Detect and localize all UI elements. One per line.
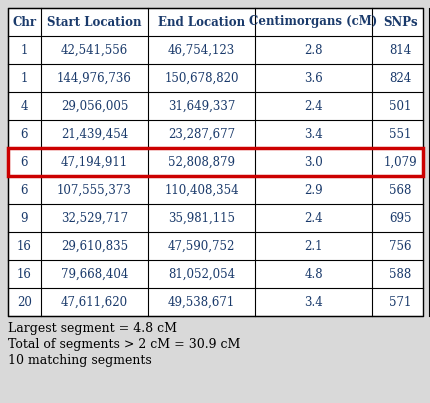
- Text: Total of segments > 2 cM = 30.9 cM: Total of segments > 2 cM = 30.9 cM: [8, 338, 240, 351]
- Text: 6: 6: [21, 156, 28, 168]
- Text: 107,555,373: 107,555,373: [57, 183, 132, 197]
- Text: 47,194,911: 47,194,911: [61, 156, 128, 168]
- Text: 2.4: 2.4: [304, 212, 322, 224]
- Text: 2.8: 2.8: [304, 44, 322, 56]
- Text: SNPs: SNPs: [382, 15, 417, 29]
- Text: 6: 6: [21, 127, 28, 141]
- Text: 16: 16: [17, 268, 32, 280]
- Text: 2.9: 2.9: [304, 183, 322, 197]
- Text: 9: 9: [21, 212, 28, 224]
- Text: 29,610,835: 29,610,835: [61, 239, 128, 253]
- Text: 79,668,404: 79,668,404: [61, 268, 128, 280]
- Text: 81,052,054: 81,052,054: [168, 268, 234, 280]
- Text: 695: 695: [388, 212, 411, 224]
- Text: 4.8: 4.8: [304, 268, 322, 280]
- Text: Largest segment = 4.8 cM: Largest segment = 4.8 cM: [8, 322, 177, 335]
- Text: 32,529,717: 32,529,717: [61, 212, 128, 224]
- Text: 42,541,556: 42,541,556: [61, 44, 128, 56]
- Text: 3.4: 3.4: [304, 295, 322, 309]
- Text: 1: 1: [21, 71, 28, 85]
- Text: Chr: Chr: [12, 15, 37, 29]
- Text: Centimorgans (cM): Centimorgans (cM): [249, 15, 377, 29]
- Text: 31,649,337: 31,649,337: [167, 100, 235, 112]
- Text: 110,408,354: 110,408,354: [164, 183, 238, 197]
- Text: 46,754,123: 46,754,123: [168, 44, 235, 56]
- Text: 35,981,115: 35,981,115: [168, 212, 234, 224]
- Text: 150,678,820: 150,678,820: [164, 71, 238, 85]
- Text: 3.4: 3.4: [304, 127, 322, 141]
- Text: 49,538,671: 49,538,671: [168, 295, 235, 309]
- Text: 6: 6: [21, 183, 28, 197]
- Text: 21,439,454: 21,439,454: [61, 127, 128, 141]
- Text: 588: 588: [388, 268, 411, 280]
- Text: 10 matching segments: 10 matching segments: [8, 354, 151, 367]
- Text: 52,808,879: 52,808,879: [168, 156, 234, 168]
- Text: End Location: End Location: [157, 15, 245, 29]
- Text: 1: 1: [21, 44, 28, 56]
- Text: 2.1: 2.1: [304, 239, 322, 253]
- Text: 824: 824: [388, 71, 411, 85]
- Text: 47,611,620: 47,611,620: [61, 295, 128, 309]
- Text: Start Location: Start Location: [47, 15, 141, 29]
- Text: 29,056,005: 29,056,005: [61, 100, 128, 112]
- Text: 814: 814: [388, 44, 411, 56]
- Text: 47,590,752: 47,590,752: [167, 239, 235, 253]
- Text: 568: 568: [388, 183, 411, 197]
- Text: 16: 16: [17, 239, 32, 253]
- Text: 3.6: 3.6: [304, 71, 322, 85]
- Text: 144,976,736: 144,976,736: [57, 71, 132, 85]
- Text: 551: 551: [388, 127, 411, 141]
- Text: 20: 20: [17, 295, 32, 309]
- Bar: [8, 148, 422, 176]
- Text: 756: 756: [388, 239, 411, 253]
- Text: 2.4: 2.4: [304, 100, 322, 112]
- Text: 23,287,677: 23,287,677: [168, 127, 234, 141]
- Text: 3.0: 3.0: [304, 156, 322, 168]
- Bar: [8, 8, 422, 316]
- Text: 1,079: 1,079: [383, 156, 416, 168]
- Text: 4: 4: [21, 100, 28, 112]
- Text: 571: 571: [388, 295, 411, 309]
- Text: 501: 501: [388, 100, 411, 112]
